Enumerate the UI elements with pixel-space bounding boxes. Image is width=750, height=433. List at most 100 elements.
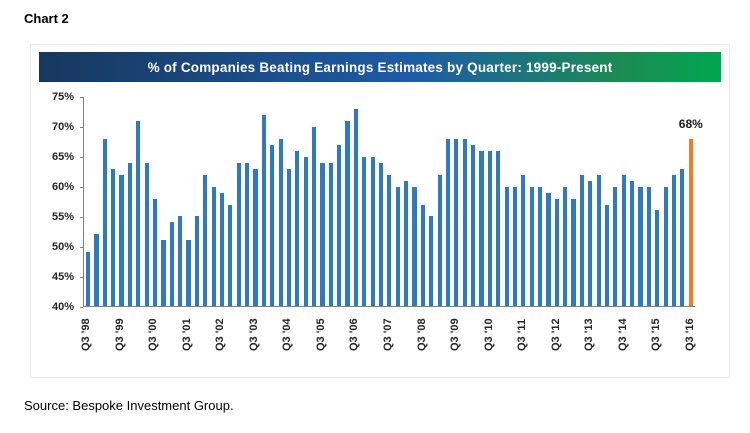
bar xyxy=(161,240,166,306)
bar xyxy=(479,150,484,306)
chart-title: % of Companies Beating Earnings Estimate… xyxy=(147,59,613,75)
x-axis-tick-label: Q3 '07 xyxy=(382,318,394,351)
x-axis-tick-label: Q3 '99 xyxy=(113,318,126,351)
y-axis-tick-label: 55% xyxy=(51,211,74,223)
y-axis-tick-mark xyxy=(80,157,83,158)
bar xyxy=(261,114,266,306)
bar xyxy=(571,198,576,306)
x-axis-tick-label: Q3 '02 xyxy=(214,318,227,351)
x-axis-tick-label: Q3 '03 xyxy=(247,318,260,351)
x-axis-tick-label: Q3 '08 xyxy=(415,318,428,351)
bar xyxy=(236,162,241,306)
bar xyxy=(178,216,183,306)
bar xyxy=(295,150,300,306)
x-axis-tick-label: Q3 '05 xyxy=(314,318,327,351)
bar xyxy=(621,174,626,306)
bar xyxy=(404,180,409,306)
x-axis-tick-label: Q3 '06 xyxy=(348,318,361,351)
bar xyxy=(663,186,668,306)
bar xyxy=(353,108,359,306)
bar xyxy=(152,198,158,306)
bar xyxy=(588,180,593,306)
y-axis-tick-mark xyxy=(80,277,83,278)
y-axis-tick-label: 65% xyxy=(51,151,74,163)
bar xyxy=(328,162,333,306)
y-axis: 40% 45% 50% 55% 60% 65% 70% 75% xyxy=(39,91,83,313)
y-axis-tick-mark xyxy=(80,247,83,248)
bar-highlight-current-quarter xyxy=(688,138,693,306)
bar xyxy=(512,186,518,306)
bar xyxy=(127,162,133,306)
bar xyxy=(211,186,216,306)
bar xyxy=(311,126,317,306)
x-axis-tick-label: Q3 '00 xyxy=(147,318,160,351)
plot-wrapper: 40% 45% 50% 55% 60% 65% 70% 75% 68% Q3 '98 Q3 '9… xyxy=(39,91,721,371)
x-axis-tick-label: Q3 '11 xyxy=(516,319,529,351)
bar xyxy=(546,192,551,306)
bar xyxy=(471,144,476,306)
bar xyxy=(395,186,400,306)
bar xyxy=(370,156,375,306)
bar xyxy=(119,174,124,306)
bar xyxy=(102,138,107,306)
source-note: Source: Bespoke Investment Group. xyxy=(24,398,234,413)
bar xyxy=(630,180,635,306)
bar xyxy=(554,198,559,306)
x-axis-tick-label: Q3 '04 xyxy=(281,318,294,351)
bar xyxy=(437,174,442,306)
bar xyxy=(604,204,610,306)
bar xyxy=(86,252,91,306)
x-axis: Q3 '98 Q3 '99 Q3 '00 Q3 '01 Q3 '02 Q3 '03 Q3 '… xyxy=(80,309,696,371)
bar xyxy=(278,138,283,306)
bar xyxy=(646,186,651,306)
bar xyxy=(387,174,392,306)
y-axis-tick-label: 50% xyxy=(51,241,74,253)
last-bar-value-label: 68% xyxy=(678,116,703,131)
bar xyxy=(613,186,618,306)
y-axis-tick-label: 60% xyxy=(51,181,74,193)
bar xyxy=(487,150,492,306)
bar xyxy=(579,174,584,306)
bar xyxy=(412,186,417,306)
y-axis-tick-mark xyxy=(80,307,83,308)
x-axis-tick-label: Q3 '15 xyxy=(650,318,663,351)
y-axis-tick-label: 40% xyxy=(51,301,74,313)
bar xyxy=(136,120,141,306)
bar xyxy=(320,162,325,306)
bar xyxy=(378,162,384,306)
x-axis-tick-label: Q3 '09 xyxy=(449,318,462,351)
bar xyxy=(144,162,149,306)
bar xyxy=(245,162,250,306)
bar xyxy=(529,186,534,306)
bar xyxy=(655,210,660,306)
x-axis-tick-label: Q3 '10 xyxy=(482,318,495,351)
bar xyxy=(111,168,116,306)
chart-title-bar: % of Companies Beating Earnings Estimate… xyxy=(39,52,721,82)
bar xyxy=(203,174,208,306)
bar xyxy=(303,156,308,306)
bar xyxy=(537,186,543,306)
bar xyxy=(462,138,467,306)
bar xyxy=(445,138,451,306)
y-axis-tick-mark xyxy=(80,97,83,98)
bar xyxy=(429,216,434,306)
bar xyxy=(286,168,292,306)
y-axis-tick-mark xyxy=(80,187,83,188)
x-axis-tick-label: Q3 '12 xyxy=(549,318,562,351)
bar xyxy=(219,192,225,306)
bar xyxy=(169,222,174,306)
y-axis-tick-label: 75% xyxy=(51,91,74,103)
bar xyxy=(563,186,568,306)
bar xyxy=(228,204,233,306)
bar xyxy=(420,204,425,306)
x-axis-tick-label: Q3 '98 xyxy=(80,318,93,351)
bar xyxy=(680,168,685,306)
bar xyxy=(194,216,199,306)
bar xyxy=(521,174,526,306)
bar xyxy=(94,234,99,306)
y-axis-tick-label: 70% xyxy=(51,121,74,133)
y-axis-tick-label: 45% xyxy=(51,271,74,283)
x-axis-tick-label: Q3 '14 xyxy=(616,318,629,351)
bar xyxy=(253,168,258,306)
